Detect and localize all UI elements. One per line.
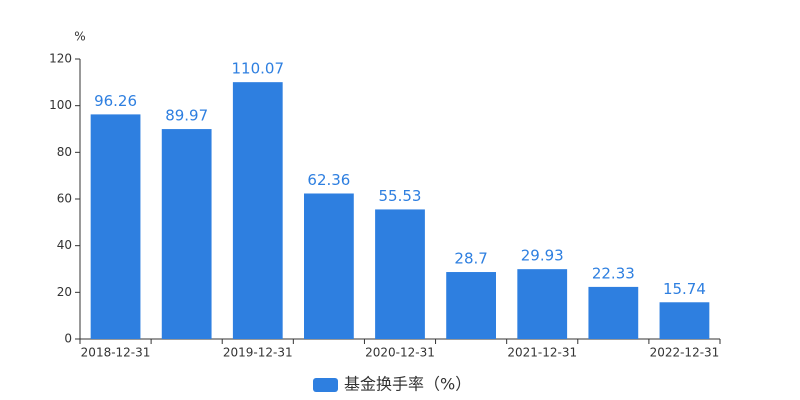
y-tick-label: 80 bbox=[57, 145, 72, 159]
data-label: 110.07 bbox=[232, 60, 285, 78]
x-tick-label: 2021-12-31 bbox=[507, 346, 577, 360]
bar bbox=[375, 209, 425, 339]
bar bbox=[304, 193, 354, 339]
y-unit: % bbox=[74, 30, 85, 44]
bar bbox=[232, 82, 283, 340]
data-label: 62.36 bbox=[307, 171, 350, 189]
x-tick-label: 2019-12-31 bbox=[223, 346, 293, 360]
y-tick-label: 60 bbox=[57, 192, 72, 206]
bar bbox=[90, 114, 141, 339]
x-tick-label: 2018-12-31 bbox=[81, 346, 151, 360]
data-label: 55.53 bbox=[379, 187, 422, 205]
y-tick-label: 100 bbox=[49, 98, 72, 112]
bar bbox=[517, 269, 568, 339]
data-label: 15.74 bbox=[663, 280, 706, 298]
data-label: 29.93 bbox=[521, 247, 564, 265]
y-tick-label: 120 bbox=[49, 52, 72, 66]
bar bbox=[588, 286, 639, 339]
legend-label: 基金换手率（%） bbox=[344, 375, 471, 394]
data-label: 89.97 bbox=[165, 107, 208, 125]
data-label: 22.33 bbox=[592, 264, 635, 282]
x-tick-label: 2022-12-31 bbox=[650, 346, 720, 360]
y-tick-label: 0 bbox=[64, 332, 72, 346]
bar bbox=[446, 272, 496, 339]
data-label: 96.26 bbox=[94, 92, 137, 110]
bar bbox=[161, 129, 212, 339]
legend-swatch bbox=[313, 378, 338, 392]
x-tick-label: 2020-12-31 bbox=[365, 346, 435, 360]
y-tick-label: 40 bbox=[57, 238, 72, 252]
bar bbox=[659, 302, 710, 339]
data-label: 28.7 bbox=[454, 250, 487, 268]
y-tick-label: 20 bbox=[57, 285, 72, 299]
